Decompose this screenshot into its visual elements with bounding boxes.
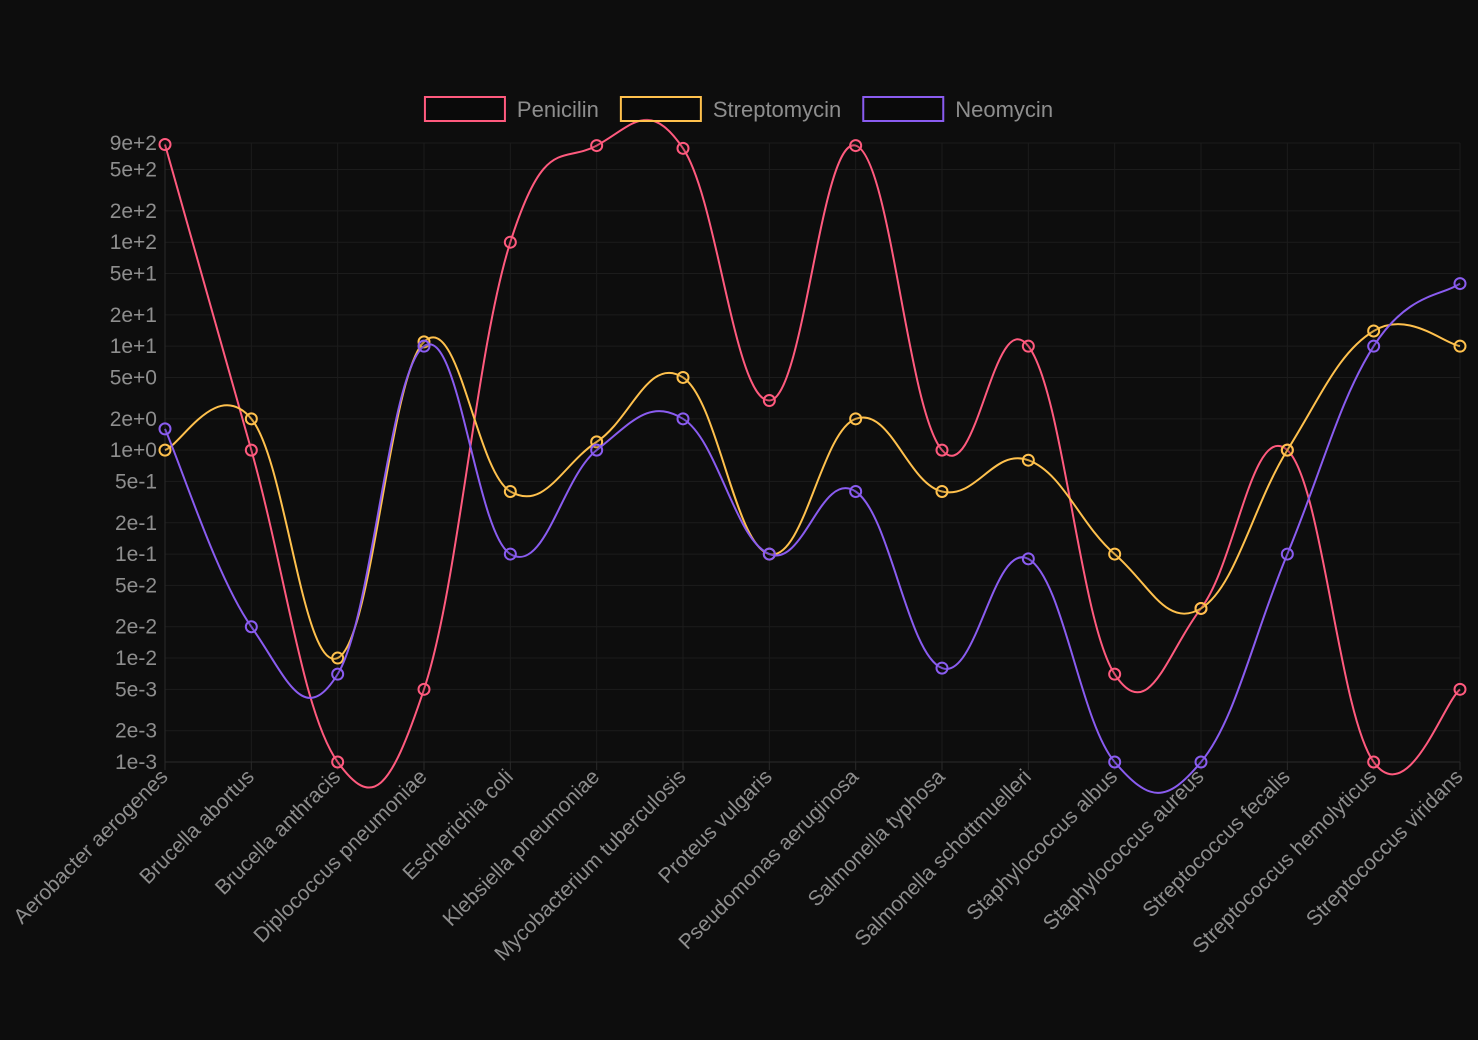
data-point[interactable] — [158, 443, 172, 457]
data-point[interactable] — [849, 412, 863, 426]
data-point[interactable] — [1021, 339, 1035, 353]
data-point[interactable] — [676, 370, 690, 384]
data-point[interactable] — [762, 547, 776, 561]
x-tick-label: Staphylococcus albus — [962, 765, 1122, 925]
series-streptomycin — [158, 323, 1467, 665]
data-point[interactable] — [935, 661, 949, 675]
legend-swatch — [619, 96, 702, 122]
legend-item-neomycin[interactable]: Neomycin — [862, 96, 1053, 122]
data-point[interactable] — [762, 394, 776, 408]
series — [158, 118, 1467, 794]
y-tick-label: 2e-1 — [115, 512, 157, 535]
data-point[interactable] — [331, 651, 345, 665]
series-line — [164, 118, 1461, 789]
grid — [164, 142, 1461, 763]
y-tick-label: 1e+1 — [110, 335, 157, 358]
x-tick-label: Streptococcus viridans — [1302, 765, 1468, 931]
data-point[interactable] — [1194, 755, 1208, 769]
y-tick-label: 5e+1 — [110, 262, 157, 285]
legend: Penicilin Streptomycin Neomycin — [423, 96, 1053, 122]
data-point[interactable] — [1367, 339, 1381, 353]
legend-item-penicilin[interactable]: Penicilin — [423, 96, 599, 122]
x-tick-label: Pseudomonas aeruginosa — [674, 765, 863, 954]
y-tick-label: 5e+2 — [110, 159, 157, 182]
x-tick-label: Aerobacter aerogenes — [9, 765, 172, 928]
legend-label: Streptomycin — [713, 97, 841, 122]
data-point[interactable] — [1367, 324, 1381, 338]
series-line — [164, 282, 1461, 794]
legend-item-streptomycin[interactable]: Streptomycin — [619, 96, 841, 122]
data-point[interactable] — [1453, 339, 1467, 353]
data-point[interactable] — [503, 547, 517, 561]
data-point[interactable] — [417, 339, 431, 353]
data-point[interactable] — [1280, 443, 1294, 457]
data-point[interactable] — [1021, 552, 1035, 566]
y-tick-label: 2e+0 — [110, 408, 157, 431]
y-tick-label: 1e-1 — [115, 543, 157, 566]
y-tick-label: 2e+2 — [110, 200, 157, 223]
legend-label: Neomycin — [955, 97, 1053, 122]
y-tick-label: 5e+0 — [110, 366, 157, 389]
data-point[interactable] — [1108, 547, 1122, 561]
legend-swatch — [862, 96, 945, 122]
data-point[interactable] — [503, 235, 517, 249]
y-tick-label: 1e+2 — [110, 231, 157, 254]
x-tick-label: Staphylococcus aureus — [1039, 765, 1209, 935]
x-tick-label: Klebsiella pneumoniae — [439, 765, 605, 931]
data-point[interactable] — [676, 141, 690, 155]
data-point[interactable] — [158, 138, 172, 152]
data-point[interactable] — [244, 443, 258, 457]
x-tick-label: Salmonella schottmuelleri — [850, 765, 1035, 950]
y-tick-label: 5e-2 — [115, 574, 157, 597]
data-point[interactable] — [1367, 755, 1381, 769]
data-point[interactable] — [935, 443, 949, 457]
data-point[interactable] — [331, 667, 345, 681]
legend-swatch — [423, 96, 506, 122]
y-tick-label: 5e-3 — [115, 678, 157, 701]
x-tick-label: Diplococcus pneumoniae — [249, 765, 431, 947]
legend-label: Penicilin — [517, 97, 599, 122]
data-point[interactable] — [1194, 601, 1208, 615]
data-point[interactable] — [503, 484, 517, 498]
y-tick-label: 5e-1 — [115, 470, 157, 493]
x-tick-label: Streptococcus hemolyticus — [1188, 765, 1381, 958]
data-point[interactable] — [849, 139, 863, 153]
data-point[interactable] — [849, 484, 863, 498]
data-point[interactable] — [935, 484, 949, 498]
data-point[interactable] — [158, 422, 172, 436]
data-point[interactable] — [676, 412, 690, 426]
data-point[interactable] — [1108, 755, 1122, 769]
y-tick-label: 1e-2 — [115, 647, 157, 670]
data-point[interactable] — [244, 620, 258, 634]
x-tick-label: Streptococcus fecalis — [1138, 765, 1295, 922]
data-point[interactable] — [244, 412, 258, 426]
y-tick-label: 9e+2 — [110, 132, 157, 155]
data-point[interactable] — [590, 443, 604, 457]
y-axis: 1e-3 2e-3 5e-3 1e-2 2e-2 5e-2 1e-1 2e-1 5e-1 1e+0… — [110, 132, 166, 774]
data-point[interactable] — [1021, 453, 1035, 467]
y-tick-label: 2e-2 — [115, 616, 157, 639]
series-penicilin — [158, 118, 1467, 789]
data-point[interactable] — [331, 755, 345, 769]
data-point[interactable] — [1108, 667, 1122, 681]
data-point[interactable] — [1280, 547, 1294, 561]
series-neomycin — [158, 277, 1467, 794]
y-tick-label: 2e+1 — [110, 304, 157, 327]
data-point[interactable] — [417, 682, 431, 696]
data-point[interactable] — [1453, 682, 1467, 696]
data-point[interactable] — [1453, 277, 1467, 291]
y-tick-label: 1e-3 — [115, 751, 157, 774]
data-point[interactable] — [590, 139, 604, 153]
y-tick-label: 1e+0 — [110, 439, 157, 462]
y-tick-label: 2e-3 — [115, 720, 157, 743]
